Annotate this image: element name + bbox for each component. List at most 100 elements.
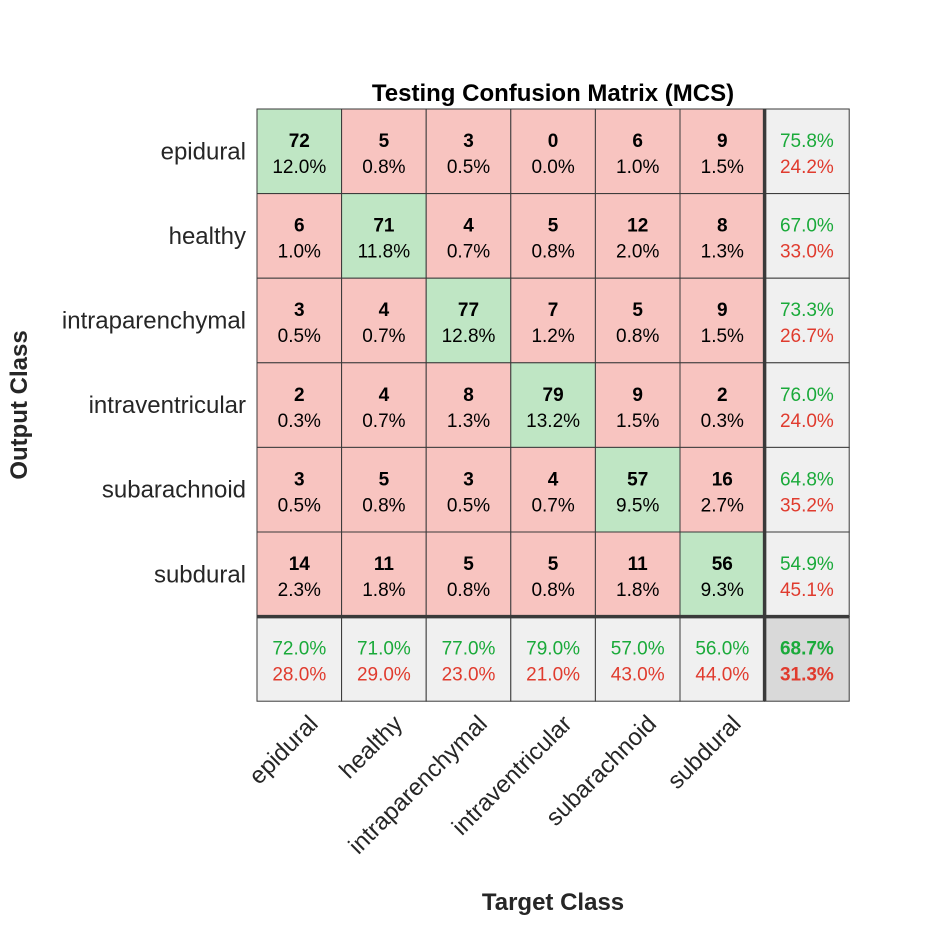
cell-percent: 0.8% <box>531 242 574 263</box>
cell-background <box>510 362 596 448</box>
cell-count: 12 <box>627 216 648 237</box>
cell-percent: 0.7% <box>447 242 490 263</box>
cell-percent: 0.7% <box>362 411 405 432</box>
matrix-cell: 3 0.5% <box>425 446 512 533</box>
cell-background <box>425 193 512 279</box>
column-label: healthy <box>334 710 408 784</box>
cell-percent: 0.8% <box>362 157 405 178</box>
cell-count: 3 <box>463 131 474 152</box>
cell-count: 5 <box>548 216 559 237</box>
cell-count: 9 <box>632 385 643 406</box>
cell-background <box>679 108 766 195</box>
cell-background <box>594 531 681 618</box>
matrix-cell: 5 0.8% <box>341 108 427 195</box>
cell-percent: 1.8% <box>616 580 659 601</box>
row-false-discovery: 24.2% <box>780 157 834 178</box>
matrix-cell: 16 2.7% <box>679 446 766 533</box>
cell-background <box>256 531 343 618</box>
column-recall: 56.0% <box>695 639 749 660</box>
cell-count: 8 <box>717 216 728 237</box>
cell-percent: 0.8% <box>447 580 490 601</box>
row-label: intraventricular <box>89 392 246 419</box>
cell-percent: 0.8% <box>531 580 574 601</box>
row-label: intraparenchymal <box>62 308 246 335</box>
cell-background <box>510 616 596 702</box>
row-false-discovery: 33.0% <box>780 242 834 263</box>
matrix-cell: 3 0.5% <box>425 108 512 195</box>
cell-percent: 1.0% <box>616 157 659 178</box>
row-label: subarachnoid <box>102 477 246 504</box>
cell-count: 79 <box>543 385 564 406</box>
column-miss-rate: 44.0% <box>695 665 749 686</box>
cell-background <box>594 277 681 364</box>
matrix-cell: 3 0.5% <box>256 277 343 364</box>
cell-count: 2 <box>294 385 305 406</box>
cell-background <box>341 277 427 364</box>
row-label: subdural <box>154 561 246 588</box>
cell-count: 4 <box>548 469 559 490</box>
cell-percent: 12.0% <box>272 157 326 178</box>
cell-count: 6 <box>294 216 305 237</box>
cell-background <box>425 531 512 618</box>
row-precision: 64.8% <box>780 469 834 490</box>
cell-percent: 0.5% <box>447 157 490 178</box>
overall-error: 31.3% <box>780 665 834 686</box>
cell-background <box>594 193 681 279</box>
row-summary-cell: 64.8% 35.2% <box>764 446 850 533</box>
column-recall: 71.0% <box>357 639 411 660</box>
matrix-cell: 11 1.8% <box>341 531 427 618</box>
cell-count: 6 <box>632 131 643 152</box>
row-summary-cell: 54.9% 45.1% <box>764 531 850 618</box>
column-summary-cell: 57.0% 43.0% <box>594 616 681 702</box>
cell-percent: 0.3% <box>278 411 321 432</box>
cell-percent: 1.5% <box>701 157 744 178</box>
matrix-cell: 57 9.5% <box>594 446 681 533</box>
cell-count: 57 <box>627 469 648 490</box>
chart-title: Testing Confusion Matrix (MCS) <box>372 80 734 107</box>
cell-count: 72 <box>289 131 310 152</box>
cell-background <box>679 616 766 702</box>
cell-percent: 0.5% <box>278 495 321 516</box>
matrix-cell: 6 1.0% <box>594 108 681 195</box>
cell-count: 14 <box>289 554 311 575</box>
cell-background <box>341 108 427 195</box>
cell-count: 5 <box>379 131 390 152</box>
matrix-cell: 71 11.8% <box>341 193 427 279</box>
matrix-cell: 9 1.5% <box>679 108 766 195</box>
cell-count: 11 <box>374 554 395 575</box>
cell-count: 71 <box>373 216 395 237</box>
cell-percent: 2.3% <box>278 580 321 601</box>
matrix-cell: 4 0.7% <box>341 362 427 448</box>
row-summary-cell: 76.0% 24.0% <box>764 362 850 448</box>
matrix-cell: 8 1.3% <box>679 193 766 279</box>
cell-percent: 1.8% <box>362 580 405 601</box>
matrix-cell: 56 9.3% <box>679 531 766 618</box>
cell-percent: 0.3% <box>701 411 744 432</box>
cell-percent: 1.0% <box>278 242 321 263</box>
matrix-cell: 3 0.5% <box>256 446 343 533</box>
column-miss-rate: 28.0% <box>272 665 326 686</box>
matrix-cell: 14 2.3% <box>256 531 343 618</box>
cell-background <box>764 193 850 279</box>
matrix-cell: 4 0.7% <box>425 193 512 279</box>
row-label: epidural <box>161 138 246 165</box>
cell-background <box>256 193 343 279</box>
cell-percent: 9.5% <box>616 495 659 516</box>
row-precision: 67.0% <box>780 216 834 237</box>
cell-background <box>594 108 681 195</box>
row-precision: 76.0% <box>780 385 834 406</box>
cell-background <box>341 531 427 618</box>
column-recall: 72.0% <box>272 639 326 660</box>
column-recall: 77.0% <box>442 639 496 660</box>
cell-count: 3 <box>294 300 305 321</box>
column-label: epidural <box>244 710 323 789</box>
row-precision: 75.8% <box>780 131 834 152</box>
column-miss-rate: 23.0% <box>442 665 496 686</box>
row-label: healthy <box>169 223 246 250</box>
cell-count: 9 <box>717 300 728 321</box>
overall-accuracy-cell: 68.7% 31.3% <box>764 616 850 702</box>
matrix-cell: 2 0.3% <box>679 362 766 448</box>
cell-percent: 2.0% <box>616 242 659 263</box>
matrix-cell: 4 0.7% <box>341 277 427 364</box>
